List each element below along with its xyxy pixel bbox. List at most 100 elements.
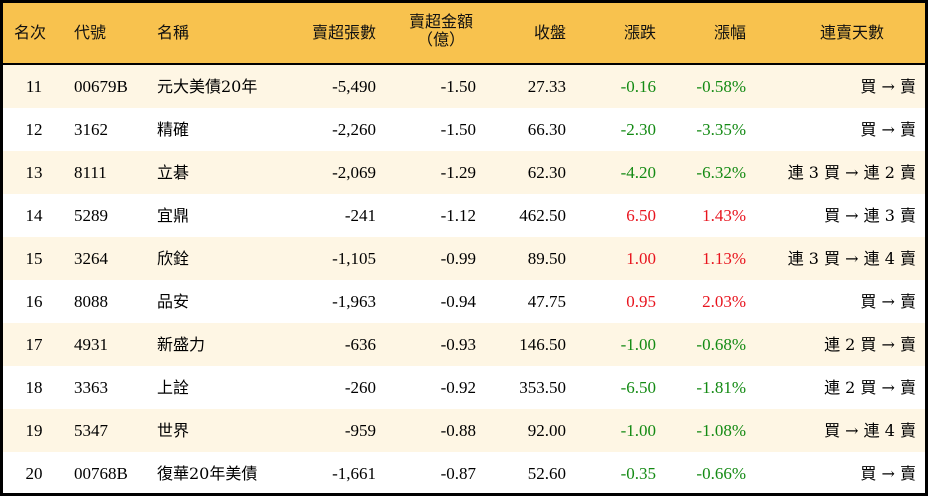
net-sell-lots-cell: -5,490: [332, 77, 376, 96]
header-change-pct: 漲幅: [713, 23, 746, 42]
net-sell-amount-cell: -0.93: [440, 335, 476, 354]
net-sell-lots-cell: -636: [344, 335, 376, 354]
streak-cell: 連 2 買 → 賣: [824, 335, 916, 354]
net-sell-amount-cell: -0.99: [440, 249, 476, 268]
change-cell: 1.00: [626, 249, 656, 268]
close-cell: 52.60: [527, 464, 566, 483]
rank-cell: 13: [25, 163, 43, 182]
change-cell: -6.50: [620, 378, 656, 397]
close-cell: 462.50: [519, 206, 566, 225]
table-row[interactable]: 14 5289 宜鼎 -241 -1.12 462.50 6.50 1.43% 買 → 連 3 …: [3, 194, 925, 237]
change-pct-cell: -1.81%: [696, 378, 746, 397]
net-sell-amount-cell: -1.50: [440, 77, 476, 96]
table-header: 名次 代號 名稱 賣超張數 賣超金額 （億） 收盤 漲跌 漲幅 連賣天數: [3, 3, 925, 66]
code-cell: 3363: [74, 378, 108, 397]
close-cell: 146.50: [519, 335, 566, 354]
header-close: 收盤: [533, 23, 566, 42]
header-net-sell-amount-line2: （億）: [416, 30, 465, 49]
code-cell: 8088: [74, 292, 108, 311]
rank-cell: 15: [25, 249, 43, 268]
streak-cell: 買 → 連 4 賣: [824, 421, 916, 440]
code-cell: 3264: [74, 249, 108, 268]
net-sell-amount-cell: -1.50: [440, 120, 476, 139]
table-row[interactable]: 17 4931 新盛力 -636 -0.93 146.50 -1.00 -0.68% 連 2 買…: [3, 323, 925, 366]
change-pct-cell: -0.58%: [696, 77, 746, 96]
net-sell-lots-cell: -1,661: [332, 464, 376, 483]
rank-cell: 11: [25, 77, 43, 96]
code-cell: 8111: [74, 163, 107, 182]
name-cell: 宜鼎: [157, 206, 190, 225]
net-sell-lots-cell: -241: [344, 206, 376, 225]
header-net-sell-lots: 賣超張數: [311, 23, 376, 42]
streak-cell: 連 2 買 → 賣: [824, 378, 916, 397]
change-pct-cell: -3.35%: [696, 120, 746, 139]
code-cell: 5289: [74, 206, 108, 225]
name-cell: 元大美債20年: [157, 77, 258, 96]
change-cell: 6.50: [626, 206, 656, 225]
header-code: 代號: [74, 23, 107, 42]
change-pct-cell: -0.68%: [696, 335, 746, 354]
header-streak: 連賣天數: [819, 23, 884, 42]
streak-cell: 連 3 買 → 連 4 賣: [787, 249, 916, 268]
net-sell-amount-cell: -1.12: [440, 206, 476, 225]
code-cell: 00768B: [74, 464, 128, 483]
net-sell-lots-cell: -260: [344, 378, 376, 397]
table-row[interactable]: 15 3264 欣銓 -1,105 -0.99 89.50 1.00 1.13% 連 3 買 →…: [3, 237, 925, 280]
header-rank: 名次: [14, 23, 47, 42]
streak-cell: 買 → 連 3 賣: [824, 206, 916, 225]
streak-cell: 買 → 賣: [860, 464, 916, 483]
name-cell: 復華20年美債: [157, 464, 258, 483]
table-row[interactable]: 18 3363 上詮 -260 -0.92 353.50 -6.50 -1.81% 連 2 買 …: [3, 366, 925, 409]
name-cell: 新盛力: [157, 335, 206, 354]
net-sell-amount-cell: -0.88: [440, 421, 476, 440]
name-cell: 世界: [157, 421, 190, 440]
header-name: 名稱: [157, 23, 190, 42]
streak-cell: 買 → 賣: [860, 120, 916, 139]
change-pct-cell: 1.13%: [702, 249, 746, 268]
close-cell: 89.50: [527, 249, 566, 268]
code-cell: 4931: [74, 335, 108, 354]
rank-cell: 12: [25, 120, 43, 139]
table-row[interactable]: 11 00679B 元大美債20年 -5,490 -1.50 27.33 -0.16 -0.5…: [3, 65, 925, 108]
net-sell-lots-cell: -959: [344, 421, 376, 440]
streak-cell: 買 → 賣: [860, 77, 916, 96]
change-cell: -4.20: [620, 163, 656, 182]
net-sell-lots-cell: -2,069: [332, 163, 376, 182]
name-cell: 上詮: [157, 378, 190, 397]
code-cell: 00679B: [74, 77, 128, 96]
net-sell-amount-cell: -0.92: [440, 378, 476, 397]
table-row[interactable]: 20 00768B 復華20年美債 -1,661 -0.87 52.60 -0.35 -0.6…: [3, 452, 925, 495]
streak-cell: 買 → 賣: [860, 292, 916, 311]
rank-cell: 14: [25, 206, 43, 225]
table-row[interactable]: 12 3162 精確 -2,260 -1.50 66.30 -2.30 -3.35% 買 → 賣: [3, 108, 925, 151]
rank-cell: 17: [25, 335, 43, 354]
change-cell: 0.95: [626, 292, 656, 311]
table-row[interactable]: 16 8088 品安 -1,963 -0.94 47.75 0.95 2.03% 買 → 賣: [3, 280, 925, 323]
close-cell: 62.30: [527, 163, 566, 182]
code-cell: 5347: [74, 421, 108, 440]
name-cell: 品安: [157, 292, 190, 311]
close-cell: 47.75: [527, 292, 566, 311]
change-cell: -2.30: [620, 120, 656, 139]
change-pct-cell: -6.32%: [696, 163, 746, 182]
name-cell: 欣銓: [157, 249, 190, 268]
change-cell: -1.00: [620, 421, 656, 440]
rank-cell: 19: [25, 421, 43, 440]
close-cell: 27.33: [527, 77, 566, 96]
code-cell: 3162: [74, 120, 108, 139]
rank-cell: 20: [25, 464, 43, 483]
close-cell: 92.00: [527, 421, 566, 440]
change-cell: -1.00: [620, 335, 656, 354]
rank-cell: 18: [25, 378, 43, 397]
table-row[interactable]: 13 8111 立碁 -2,069 -1.29 62.30 -4.20 -6.32% 連 3 買…: [3, 151, 925, 194]
change-pct-cell: 2.03%: [702, 292, 746, 311]
close-cell: 66.30: [527, 120, 566, 139]
change-cell: -0.16: [620, 77, 656, 96]
rank-cell: 16: [25, 292, 43, 311]
change-pct-cell: 1.43%: [702, 206, 746, 225]
name-cell: 立碁: [157, 163, 190, 182]
net-sell-lots-cell: -1,105: [332, 249, 376, 268]
net-sell-lots-cell: -2,260: [332, 120, 376, 139]
table-row[interactable]: 19 5347 世界 -959 -0.88 92.00 -1.00 -1.08% 買 → 連 4…: [3, 409, 925, 452]
